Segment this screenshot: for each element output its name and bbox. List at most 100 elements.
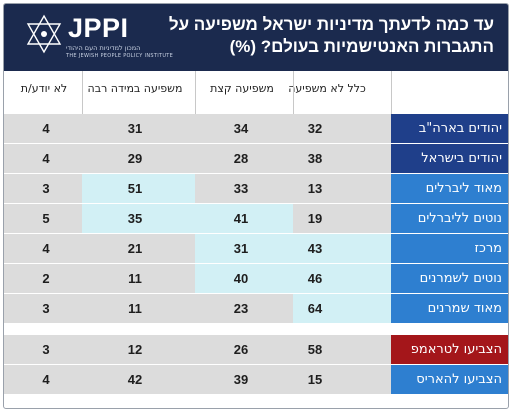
cell-background [195,335,293,365]
table-row: 13 33 51 3 מאוד ליברלים [4,174,508,204]
chart-title: עד כמה לדעתך מדיניות ישראל משפיעה על התג… [168,15,494,56]
cell-background [293,365,391,395]
cell-background [293,294,391,324]
value-cell: 46 [307,271,323,286]
cell-background [4,234,82,264]
cell-background [4,335,82,365]
header-divider [293,71,294,114]
row-separator [4,394,508,395]
cell-background [195,365,293,395]
table-row: 58 26 12 3 הצביעו לטראמפ [4,335,508,365]
logo-text: JPPI [68,13,129,43]
value-cell: 23 [233,301,249,316]
value-cell: 2 [42,271,50,286]
cell-background [293,335,391,365]
table-row: 32 34 31 4 יהודים בארה"ב [4,114,508,144]
cell-background [195,264,293,294]
value-cell: 33 [233,181,249,196]
cell-background [4,114,82,144]
row-label: נוטים לשמרנים [391,264,508,294]
value-cell: 64 [307,301,323,316]
logo-subtitle-hebrew: המכון למדיניות העם היהודי [66,44,141,52]
cell-background [195,144,293,174]
cell-background [293,264,391,294]
cell-background [293,144,391,174]
table-row: 46 40 11 2 נוטים לשמרנים [4,264,508,294]
value-cell: 39 [233,372,249,387]
cell-background [82,204,195,234]
cell-background [4,264,82,294]
value-cell: 38 [307,151,323,166]
value-cell: 3 [42,342,50,357]
cell-background [293,204,391,234]
value-cell: 35 [127,211,143,226]
chart-header: JPPI המכון למדיניות העם היהודי THE JEWIS… [4,4,508,71]
row-separator [4,293,508,294]
value-cell: 13 [307,181,323,196]
value-cell: 11 [128,271,142,286]
cell-background [82,335,195,365]
value-cell: 3 [42,181,50,196]
row-label: הצביעו לטראמפ [391,335,508,365]
column-header: כלל לא משפיעה [288,82,366,95]
column-header: משפיעה במידה רבה [87,82,183,95]
table-row: 64 23 11 3 מאוד שמרנים [4,294,508,324]
value-cell: 51 [127,181,143,196]
value-cell: 4 [42,372,50,387]
cell-background [4,204,82,234]
cell-background [195,204,293,234]
value-cell: 43 [307,241,323,256]
row-label: הצביעו להאריס [391,365,508,395]
cell-background [293,174,391,204]
value-cell: 41 [233,211,249,226]
value-cell: 31 [233,241,249,256]
value-cell: 34 [233,121,249,136]
star-of-david-icon [26,14,62,54]
table-row: 43 31 21 4 מרכז [4,234,508,264]
cell-background [293,234,391,264]
cell-background [4,144,82,174]
cell-background [4,365,82,395]
row-separator [4,173,508,174]
value-cell: 58 [307,342,323,357]
row-label: יהודים בארה"ב [391,114,508,144]
value-cell: 40 [233,271,249,286]
row-separator [4,233,508,234]
cell-background [195,234,293,264]
row-label: יהודים בישראל [391,144,508,174]
column-header: משפיעה קצת [210,82,274,95]
value-cell: 31 [127,121,143,136]
value-cell: 42 [127,372,143,387]
row-separator [4,323,508,324]
value-cell: 11 [128,301,142,316]
cell-background [82,114,195,144]
column-header: לא יודע/ת [20,82,68,95]
value-cell: 4 [42,151,50,166]
value-cell: 26 [233,342,249,357]
cell-background [195,114,293,144]
value-cell: 5 [42,211,50,226]
logo-subtitle-english: THE JEWISH PEOPLE POLICY INSTITUTE [66,53,174,59]
value-cell: 12 [127,342,143,357]
row-separator [4,203,508,204]
row-label: מאוד שמרנים [391,294,508,324]
table-row: 38 28 29 4 יהודים בישראל [4,144,508,174]
cell-background [293,114,391,144]
row-label: מאוד ליברלים [391,174,508,204]
header-divider [82,71,83,114]
table-row: 15 39 42 4 הצביעו להאריס [4,365,508,395]
value-cell: 15 [307,372,323,387]
value-cell: 32 [307,121,323,136]
value-cell: 29 [127,151,143,166]
row-separator [4,143,508,144]
cell-background [82,264,195,294]
value-cell: 19 [307,211,323,226]
table-row: 19 41 35 5 נוטים לליברלים [4,204,508,234]
jppi-logo: JPPI המכון למדיניות העם היהודי THE JEWIS… [22,10,173,66]
cell-background [82,144,195,174]
value-cell: 4 [42,241,50,256]
header-divider [195,71,196,114]
cell-background [195,294,293,324]
cell-background [4,174,82,204]
cell-background [195,174,293,204]
